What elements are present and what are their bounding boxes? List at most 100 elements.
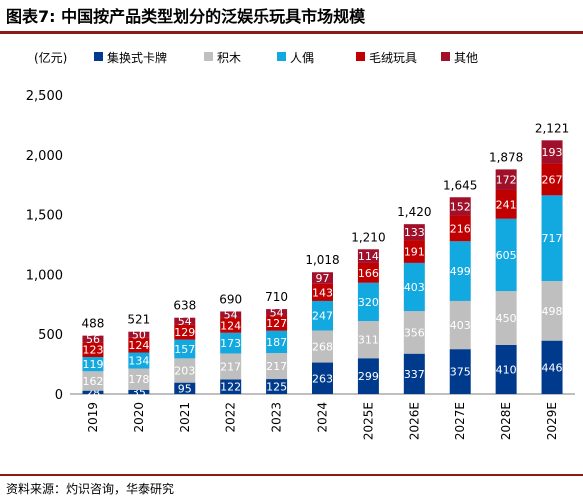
bar-segment	[82, 342, 104, 358]
data-label: 499	[450, 265, 471, 278]
data-label: 123	[82, 344, 103, 357]
data-label: 134	[128, 355, 149, 368]
data-label: 356	[404, 326, 425, 339]
bar-segment	[174, 358, 196, 383]
data-label: 498	[542, 305, 563, 318]
data-label: 162	[82, 375, 103, 388]
total-label: 488	[82, 317, 105, 331]
y-tick-label: 1,500	[26, 209, 63, 224]
x-tick-label: 2020	[132, 402, 146, 433]
data-label: 193	[542, 146, 563, 159]
bar-segment	[403, 262, 425, 312]
data-label: 129	[174, 326, 195, 339]
figure-title: 图表7: 中国按产品类型划分的泛娱乐玩具市场规模	[6, 7, 366, 26]
data-label: 217	[220, 360, 241, 373]
bar-segment	[495, 218, 517, 292]
bar-segment	[312, 283, 333, 301]
data-label: 446	[542, 361, 563, 374]
x-tick-label: 2028E	[499, 402, 513, 440]
total-label: 638	[173, 299, 196, 313]
bar-segment	[357, 249, 379, 263]
bar-segment	[312, 362, 333, 394]
total-label: 1,210	[351, 230, 385, 244]
x-tick-label: 2019	[86, 402, 100, 433]
unit-label: (亿元)	[34, 50, 67, 65]
bar-segment	[495, 169, 517, 190]
bar-segment	[403, 353, 425, 394]
total-label: 521	[127, 313, 150, 327]
legend-swatch	[277, 52, 286, 61]
data-label: 125	[266, 381, 287, 394]
x-tick-label: 2023	[270, 402, 284, 433]
legend-swatch	[441, 52, 450, 61]
data-label: 152	[450, 200, 471, 213]
bar-segment	[357, 358, 379, 394]
bar-segment	[495, 344, 517, 394]
total-label: 1,420	[397, 205, 431, 219]
y-tick-label: 1,000	[26, 268, 63, 283]
bar-segment	[403, 311, 425, 354]
bar-segment	[220, 311, 242, 318]
total-label: 690	[219, 292, 242, 306]
data-label: 54	[270, 306, 284, 319]
total-label: 1,645	[443, 178, 477, 192]
legend-label: 人偶	[290, 51, 314, 65]
legend-label: 积木	[217, 51, 241, 65]
legend-swatch	[356, 52, 365, 61]
bar-segment	[82, 390, 104, 394]
bar-segment	[312, 300, 333, 331]
bar-segment	[312, 330, 333, 363]
data-label: 50	[132, 329, 146, 342]
x-tick-label: 2025E	[361, 402, 375, 440]
bar-segment	[403, 224, 425, 241]
data-label: 54	[224, 309, 238, 322]
y-tick-label: 2,000	[26, 149, 63, 164]
data-label: 166	[358, 267, 379, 280]
x-tick-label: 2029E	[545, 402, 559, 440]
x-tick-label: 2024	[316, 402, 330, 433]
data-label: 247	[312, 310, 333, 323]
data-label: 337	[404, 368, 425, 381]
bar-segment	[403, 240, 425, 263]
bar-segment	[174, 339, 196, 359]
bar-segment	[220, 317, 242, 333]
x-tick-label: 2026E	[407, 402, 421, 440]
data-label: 299	[358, 370, 379, 383]
bar-segment	[541, 163, 563, 196]
data-label: 605	[496, 249, 517, 262]
data-label: 97	[316, 272, 330, 285]
footer-rule	[0, 474, 583, 476]
bar-segment	[82, 371, 104, 391]
bar-segment	[174, 317, 196, 325]
data-label: 143	[312, 286, 333, 299]
source-note: 资料来源：灼识咨询，华泰研究	[6, 482, 175, 496]
x-tick-label: 2021	[178, 402, 192, 433]
stacked-bar-chart: (亿元) 集换式卡牌 积木 人偶 毛绒玩具 其他 0 500 1,000 1,500 2,000 2,…	[26, 50, 575, 440]
total-label: 2,121	[535, 121, 569, 135]
data-label: 178	[128, 373, 149, 386]
bar-segment	[357, 262, 379, 283]
y-tick-label: 2,500	[26, 89, 63, 104]
bar-segment	[312, 272, 333, 284]
bar-segment	[220, 332, 242, 354]
bar-segment	[82, 335, 104, 343]
data-label: 187	[266, 336, 287, 349]
bar-segment	[541, 340, 563, 394]
data-label: 410	[496, 363, 517, 376]
data-label: 124	[220, 319, 241, 332]
data-label: 375	[450, 366, 471, 379]
data-label: 717	[542, 232, 563, 245]
bar-segment	[128, 331, 150, 338]
data-label: 263	[312, 372, 333, 385]
data-label: 267	[542, 173, 563, 186]
bar-segment	[174, 382, 196, 394]
legend-label: 集换式卡牌	[107, 50, 167, 65]
data-label: 172	[496, 174, 517, 187]
legend-label: 其他	[454, 51, 478, 65]
bar-segment	[495, 291, 517, 345]
total-label: 1,018	[305, 253, 339, 267]
bar-segment	[128, 337, 150, 353]
bar-segment	[128, 368, 150, 390]
bar-segment	[449, 241, 471, 301]
data-label: 56	[86, 333, 100, 346]
